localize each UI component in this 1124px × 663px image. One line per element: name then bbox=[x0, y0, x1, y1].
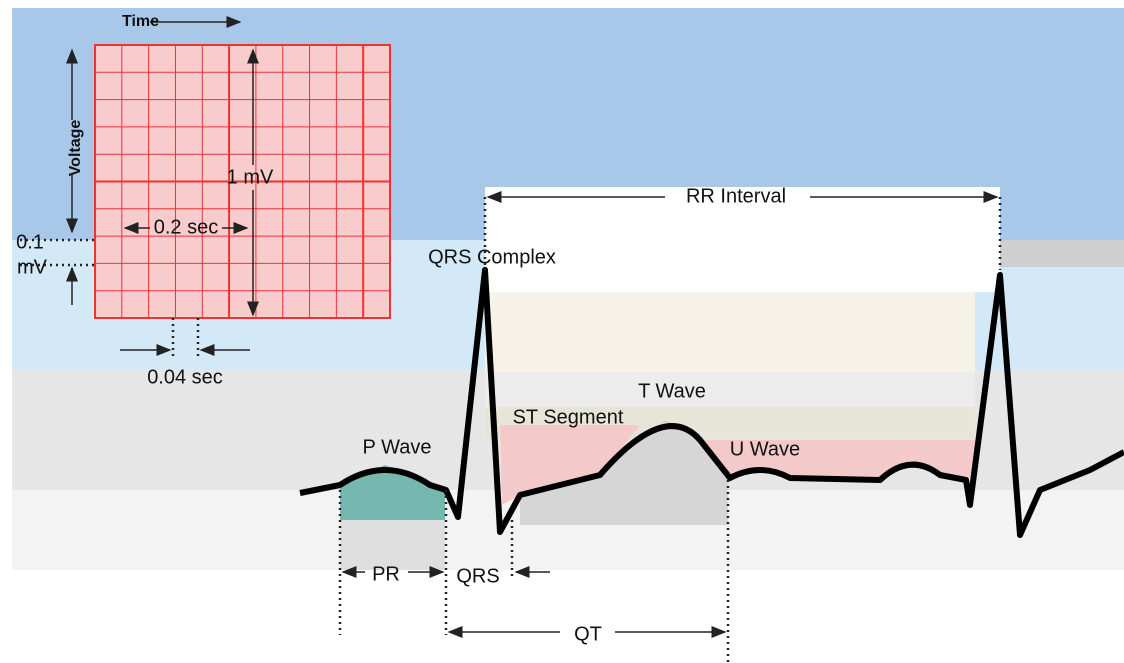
large-box-label: 0.2 sec bbox=[154, 216, 218, 238]
amplitude-label: 1 mV bbox=[227, 166, 274, 188]
small-box-value: 0.1 bbox=[16, 231, 44, 253]
qrs-label: QRS bbox=[456, 565, 499, 587]
annotation-lines bbox=[20, 16, 1002, 663]
ecg-trace bbox=[299, 267, 1124, 538]
rr-interval-label: RR Interval bbox=[686, 185, 786, 207]
ecg-paper-grid bbox=[94, 44, 391, 319]
small-box-unit: mV bbox=[17, 256, 48, 278]
time-label: Time bbox=[122, 13, 159, 30]
pr-label: PR bbox=[372, 563, 400, 585]
labels: Time Voltage 1 mV 0.2 sec 0.1 mV 0.04 se… bbox=[16, 13, 800, 645]
voltage-label: Voltage bbox=[67, 120, 84, 177]
small-box-time: 0.04 sec bbox=[147, 366, 223, 388]
qt-label: QT bbox=[574, 623, 602, 645]
st-segment-label: ST Segment bbox=[513, 406, 624, 428]
u-wave-label: U Wave bbox=[730, 438, 800, 460]
t-wave-label: T Wave bbox=[638, 380, 706, 402]
p-wave-label: P Wave bbox=[363, 436, 432, 458]
qrs-complex-label: QRS Complex bbox=[428, 246, 556, 268]
